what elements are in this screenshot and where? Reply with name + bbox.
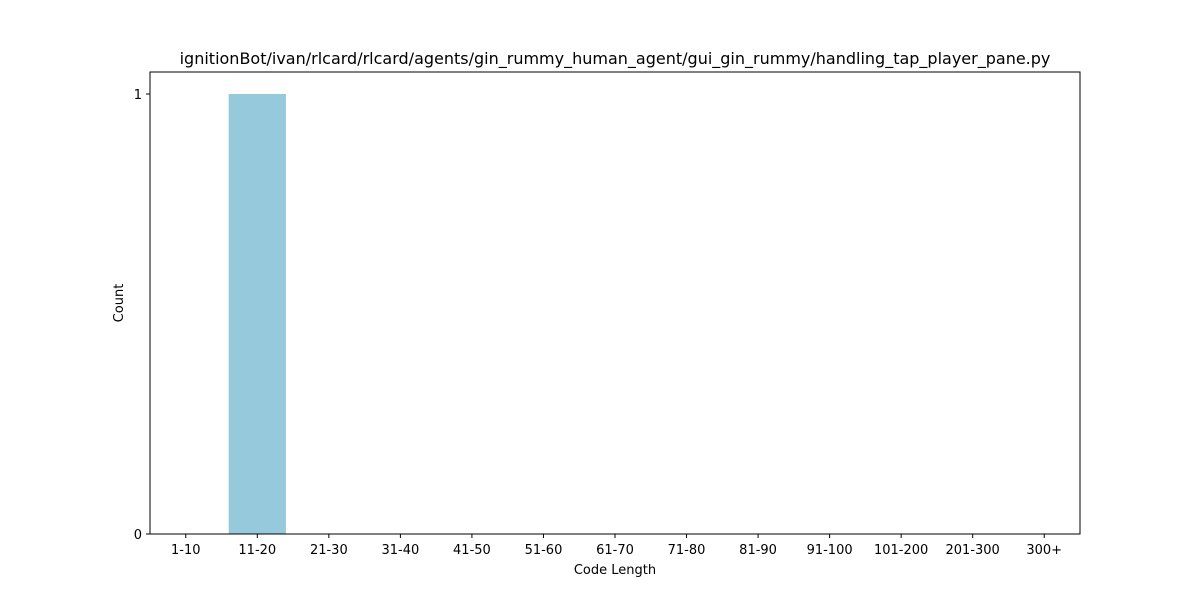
y-tick-label: 0	[134, 528, 142, 543]
x-tick-label: 81-90	[739, 543, 777, 558]
x-axis-ticks: 1-10 11-20 21-30 31-40 41-50 51-60 61-70 71-80 8…	[171, 534, 1062, 558]
y-axis-label: Count	[112, 284, 127, 323]
x-tick-label: 21-30	[310, 543, 348, 558]
x-tick-label: 71-80	[668, 543, 706, 558]
x-axis-label: Code Length	[574, 563, 656, 578]
bars-layer	[228, 94, 286, 534]
bar-11-20	[228, 94, 286, 534]
chart-title: ignitionBot/ivan/rlcard/rlcard/agents/gi…	[180, 49, 1051, 69]
y-tick-label: 1	[134, 88, 142, 103]
y-axis-ticks: 01	[134, 88, 150, 543]
x-tick-label: 91-100	[807, 543, 853, 558]
x-tick-label: 201-300	[946, 543, 1000, 558]
x-tick-label: 101-200	[874, 543, 928, 558]
x-tick-label: 61-70	[596, 543, 634, 558]
x-tick-label: 300+	[1026, 543, 1062, 558]
x-tick-label: 1-10	[171, 543, 201, 558]
x-tick-label: 51-60	[525, 543, 563, 558]
x-tick-label: 31-40	[381, 543, 419, 558]
x-tick-label: 41-50	[453, 543, 491, 558]
plot-frame	[149, 71, 1081, 535]
x-tick-label: 11-20	[238, 543, 276, 558]
